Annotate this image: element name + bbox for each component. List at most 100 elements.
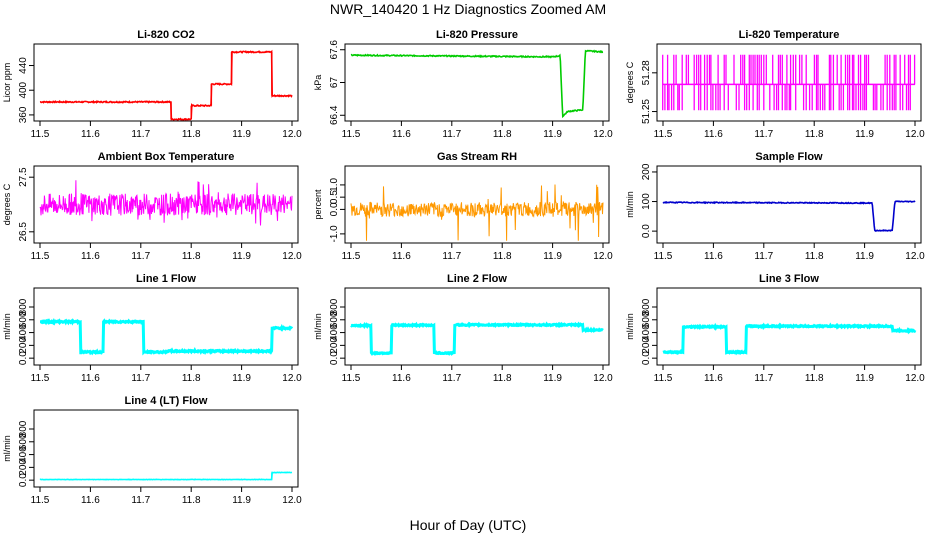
y-tick-label-line4: 600 (18, 433, 29, 450)
x-tick-label-sample_flow: 12.0 (905, 251, 925, 262)
panel-rh: Gas Stream RH 11.5 11.6 11.7 11.8 11.9 12.0 -1.… (313, 151, 613, 262)
y-tick-label-line1: 0.0 (18, 351, 29, 365)
y-tick-label-line3: 800 (641, 298, 652, 315)
y-tick-label-rh: -1.0 (329, 225, 340, 243)
panel-line3: Line 3 Flow 11.5 11.6 11.7 11.8 11.9 12.0 0.020… (625, 273, 925, 384)
x-tick-label-temperature: 11.7 (754, 129, 773, 140)
y-axis-label-rh: percent (313, 189, 323, 220)
y-axis-label-line4: ml/min (2, 435, 12, 462)
y-axis-label-ambient: degrees C (2, 183, 12, 225)
x-tick-label-co2: 11.9 (232, 129, 251, 140)
x-tick-label-line1: 12.0 (282, 373, 302, 384)
x-tick-label-line4: 11.8 (182, 495, 201, 506)
y-axis-label-line3: ml/min (625, 313, 635, 340)
x-tick-label-sample_flow: 11.7 (754, 251, 773, 262)
series-line2 (350, 321, 604, 356)
x-tick-label-line2: 11.7 (442, 373, 461, 384)
panel-title-line1: Line 1 Flow (136, 273, 196, 285)
y-tick-label-line4: 200 (18, 459, 29, 476)
y-tick-label-temperature: 51.25 (641, 99, 652, 124)
y-tick-label-pressure: 66.4 (329, 105, 340, 125)
plot-frame-temperature (656, 43, 922, 122)
panel-line4: Line 4 (LT) Flow 11.5 11.6 11.7 11.8 11.9 12.0… (2, 395, 302, 506)
y-tick-label-line2: 600 (329, 311, 340, 328)
y-tick-label-co2: 400 (18, 81, 29, 98)
x-tick-label-ambient: 11.5 (31, 251, 50, 262)
x-tick-label-line4: 11.7 (131, 495, 150, 506)
x-tick-label-temperature: 11.6 (704, 129, 723, 140)
x-tick-label-sample_flow: 11.9 (855, 251, 874, 262)
series-line3 (662, 322, 917, 356)
y-axis-label-temperature: degrees C (625, 61, 635, 103)
y-tick-label-line2: 200 (329, 337, 340, 354)
x-tick-label-line4: 11.9 (232, 495, 251, 506)
y-axis-label-line1: ml/min (2, 313, 12, 340)
x-tick-label-line3: 11.8 (805, 373, 824, 384)
y-tick-label-line1: 800 (18, 298, 29, 315)
x-tick-label-rh: 11.5 (342, 251, 361, 262)
x-tick-label-rh: 11.6 (392, 251, 411, 262)
y-tick-label-co2: 360 (18, 106, 29, 123)
plot-frame-line3 (656, 287, 922, 366)
x-tick-label-temperature: 11.8 (805, 129, 824, 140)
y-tick-label-rh: 0.5 (329, 190, 340, 204)
y-tick-label-line1: 600 (18, 311, 29, 328)
y-tick-label-line2: 0.0 (329, 351, 340, 365)
x-tick-label-rh: 11.8 (493, 251, 512, 262)
x-tick-label-temperature: 11.9 (855, 129, 874, 140)
y-axis-label-line2: ml/min (313, 313, 323, 340)
y-tick-label-temperature: 51.28 (641, 60, 652, 85)
series-rh (350, 184, 604, 241)
y-axis-label-co2: Licor ppm (2, 63, 12, 103)
panel-title-sample_flow: Sample Flow (755, 151, 823, 163)
plot-frame-ambient (33, 165, 299, 244)
y-tick-label-line2: 800 (329, 298, 340, 315)
x-tick-label-sample_flow: 11.5 (654, 251, 673, 262)
panel-temperature: Li-820 Temperature 11.5 11.6 11.7 11.8 11.9 12… (625, 29, 925, 140)
figure-title: NWR_140420 1 Hz Diagnostics Zoomed AM (329, 1, 607, 17)
panel-title-co2: Li-820 CO2 (137, 29, 194, 41)
x-tick-label-line3: 12.0 (905, 373, 925, 384)
x-tick-label-line4: 11.6 (81, 495, 100, 506)
x-tick-label-line3: 11.9 (855, 373, 874, 384)
y-tick-label-line3: 0.0 (641, 351, 652, 365)
x-tick-label-line2: 12.0 (593, 373, 613, 384)
x-tick-label-ambient: 11.7 (131, 251, 150, 262)
y-tick-label-line4: 400 (18, 446, 29, 463)
plot-frame-line2 (344, 287, 610, 366)
panel-title-line4: Line 4 (LT) Flow (125, 395, 208, 407)
x-tick-label-line1: 11.5 (31, 373, 50, 384)
x-tick-label-line1: 11.8 (182, 373, 201, 384)
x-tick-label-co2: 11.8 (182, 129, 201, 140)
x-tick-label-ambient: 11.8 (182, 251, 201, 262)
x-tick-label-line2: 11.6 (392, 373, 411, 384)
y-tick-label-line4: 0.0 (18, 473, 29, 487)
x-tick-label-temperature: 12.0 (905, 129, 925, 140)
plot-frame-co2 (33, 43, 299, 122)
y-tick-label-line1: 400 (18, 324, 29, 341)
x-tick-label-line3: 11.6 (704, 373, 723, 384)
x-tick-label-line1: 11.9 (232, 373, 251, 384)
y-tick-label-ambient: 26.5 (18, 222, 29, 242)
panel-ambient: Ambient Box Temperature 11.5 11.6 11.7 11.8 1… (2, 151, 302, 262)
y-tick-label-sample_flow: 0.0 (641, 224, 652, 238)
panel-title-ambient: Ambient Box Temperature (98, 151, 235, 163)
y-tick-label-line3: 200 (641, 337, 652, 354)
series-ambient (39, 180, 293, 226)
series-line4 (39, 471, 293, 481)
x-tick-label-co2: 11.7 (131, 129, 150, 140)
x-tick-label-pressure: 11.5 (342, 129, 361, 140)
y-tick-label-line3: 400 (641, 324, 652, 341)
y-tick-label-rh: 1.0 (329, 178, 340, 192)
x-tick-label-line2: 11.5 (342, 373, 361, 384)
series-line1 (40, 317, 294, 356)
panel-title-line3: Line 3 Flow (759, 273, 819, 285)
plot-frame-line1 (33, 287, 299, 366)
panel-title-rh: Gas Stream RH (437, 151, 517, 163)
x-tick-label-co2: 12.0 (282, 129, 302, 140)
y-tick-label-ambient: 27.5 (18, 167, 29, 187)
x-axis-title: Hour of Day (UTC) (409, 517, 527, 533)
x-tick-label-line1: 11.7 (131, 373, 150, 384)
y-tick-label-rh: 0.0 (329, 202, 340, 216)
x-tick-label-ambient: 12.0 (282, 251, 302, 262)
